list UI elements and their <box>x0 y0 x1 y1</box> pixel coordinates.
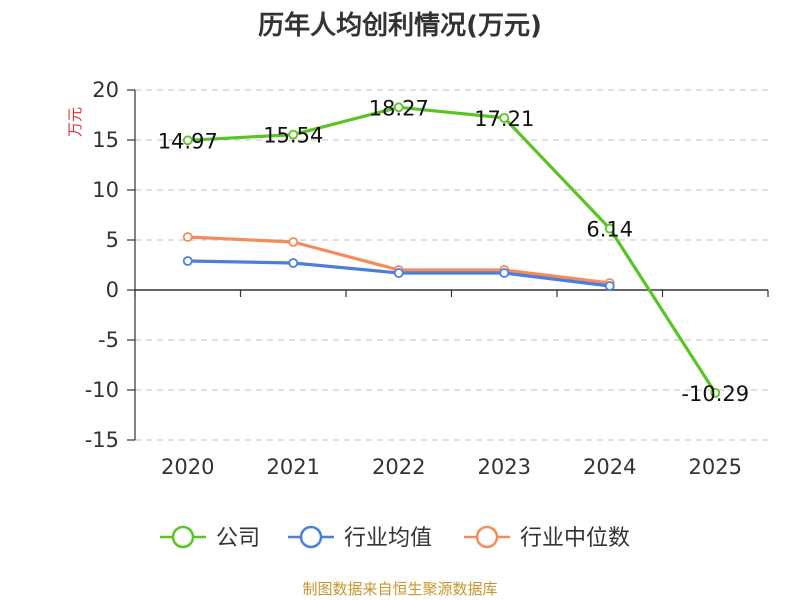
data-label: 17.21 <box>474 107 534 131</box>
data-label: 15.54 <box>263 124 323 148</box>
y-tick-label: -15 <box>85 428 119 452</box>
series-lines <box>182 102 721 398</box>
data-point[interactable] <box>182 256 193 266</box>
data-label: 18.27 <box>369 96 429 120</box>
x-tick-label: 2025 <box>689 455 742 479</box>
legend: 公司 行业均值 行业中位数 <box>160 525 630 551</box>
legend-label: 行业中位数 <box>520 526 630 551</box>
grid-lines <box>135 89 768 441</box>
legend-item[interactable]: 行业均值 <box>288 525 432 551</box>
y-axis-unit: 万元 <box>66 107 84 137</box>
data-point[interactable] <box>393 268 404 278</box>
data-point[interactable] <box>288 129 299 140</box>
y-tick-label: 20 <box>92 78 119 102</box>
data-point[interactable] <box>393 102 404 113</box>
data-label: 14.97 <box>158 129 218 153</box>
series-line <box>186 105 717 395</box>
x-tick-label: 2022 <box>372 455 425 479</box>
data-labels: 14.97 15.54 18.27 17.21 6.14 -10.29 <box>158 96 749 406</box>
y-tick-label: -5 <box>98 328 119 352</box>
x-tick-label: 2023 <box>478 455 531 479</box>
y-tick-label: 10 <box>92 178 119 202</box>
data-point[interactable] <box>604 223 615 234</box>
data-point[interactable] <box>288 258 299 268</box>
legend-swatch-marker <box>475 525 499 549</box>
chart-title: 历年人均创利情况(万元) <box>258 10 542 41</box>
data-point[interactable] <box>499 113 510 123</box>
x-tick-label: 2021 <box>267 455 320 479</box>
legend-label: 公司 <box>216 526 260 551</box>
data-point[interactable] <box>288 237 299 247</box>
data-label: 6.14 <box>586 218 633 242</box>
data-label: -10.29 <box>681 382 749 406</box>
y-tick-label: 15 <box>92 128 119 152</box>
data-point[interactable] <box>499 268 510 278</box>
y-tick-label: 5 <box>106 228 119 252</box>
axes: 20 15 10 5 0 -5 -10 -15 2020 2021 2022 2023 2024 2025 <box>85 78 769 479</box>
x-tick-label: 2020 <box>161 455 214 479</box>
legend-swatch-marker <box>171 525 195 549</box>
legend-swatch-marker <box>299 525 323 549</box>
legend-label: 行业均值 <box>344 526 432 551</box>
y-tick-label: 0 <box>106 278 119 302</box>
y-tick-label: -10 <box>85 378 119 402</box>
data-point[interactable] <box>604 281 615 291</box>
legend-item[interactable]: 公司 <box>160 525 260 551</box>
source-note: 制图数据来自恒生聚源数据库 <box>302 580 497 598</box>
legend-item[interactable]: 行业中位数 <box>464 525 630 551</box>
data-point[interactable] <box>182 135 193 146</box>
x-tick-label: 2024 <box>583 455 636 479</box>
data-point[interactable] <box>182 232 193 242</box>
data-point[interactable] <box>710 387 721 398</box>
